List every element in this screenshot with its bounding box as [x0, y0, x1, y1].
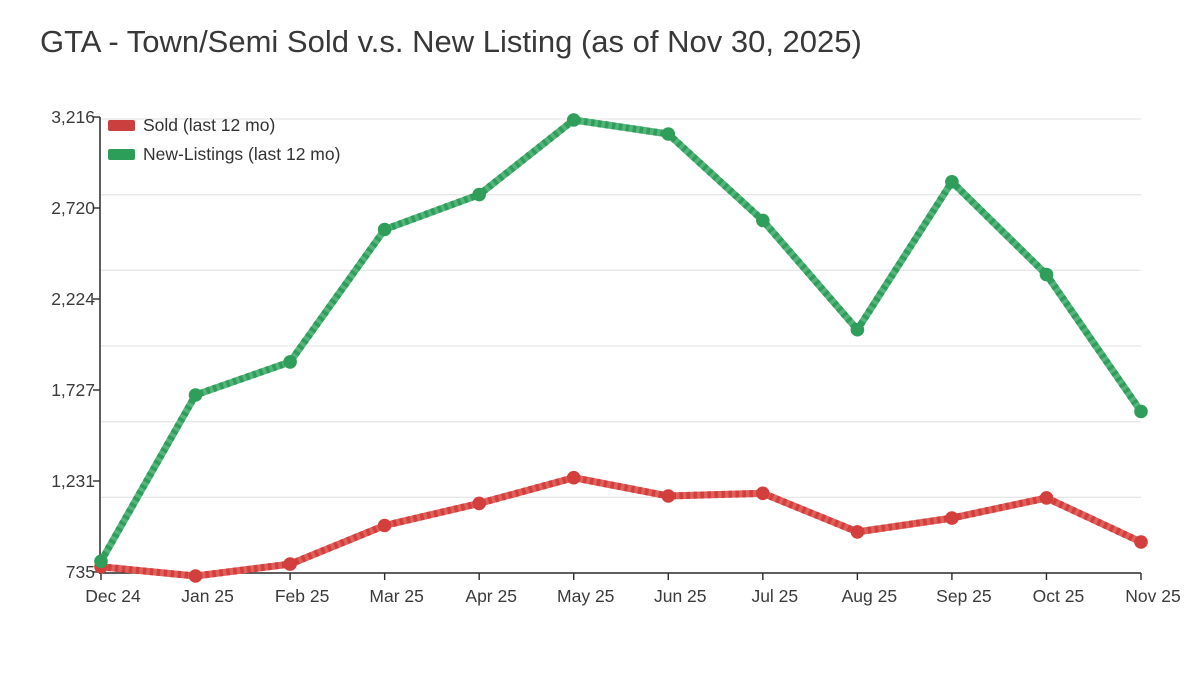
x-tick-label: Feb 25 — [275, 586, 329, 606]
y-tick-label: 1,231 — [51, 471, 95, 491]
y-tick-label: 2,224 — [51, 289, 95, 309]
x-tick-label: Jun 25 — [654, 586, 707, 606]
sold-legend-swatch — [108, 120, 135, 131]
chart-title: GTA - Town/Semi Sold v.s. New Listing (a… — [40, 24, 862, 59]
x-tick-label: Jul 25 — [751, 586, 798, 606]
new-listings-last-12-mo-point-May-25[interactable] — [566, 113, 581, 127]
sold-last-12-mo-point-Sep-25[interactable] — [945, 511, 959, 525]
sold-last-12-mo-point-Jul-25[interactable] — [756, 486, 770, 501]
new-listings-last-12-mo-point-Aug-25[interactable] — [850, 322, 865, 337]
sold-last-12-mo-point-Feb-25[interactable] — [283, 557, 297, 571]
sold-last-12-mo-point-May-25[interactable] — [566, 470, 581, 485]
sold-last-12-mo-point-Apr-25[interactable] — [472, 496, 487, 511]
sold-legend-label: Sold (last 12 mo) — [143, 114, 276, 135]
sold-last-12-mo-point-Jun-25[interactable] — [661, 489, 676, 503]
x-tick-label: Jan 25 — [181, 586, 234, 606]
new-listings-last-12-mo-point-Sep-25[interactable] — [945, 175, 959, 189]
new-listings-legend-swatch — [108, 149, 135, 160]
new-listings-last-12-mo-point-Jul-25[interactable] — [756, 213, 770, 228]
new-listings-last-12-mo-point-Dec-24[interactable] — [94, 554, 108, 569]
legend-item-new-listings[interactable]: New-Listings (last 12 mo) — [108, 140, 340, 169]
y-tick-label: 735 — [66, 562, 95, 582]
legend-item-sold[interactable]: Sold (last 12 mo) — [108, 111, 340, 140]
new-listings-legend-label: New-Listings (last 12 mo) — [143, 143, 341, 164]
x-tick-label: Aug 25 — [842, 586, 897, 606]
new-listings-last-12-mo-line-stripes — [97, 116, 1144, 564]
sold-last-12-mo-point-Nov-25[interactable] — [1134, 535, 1148, 549]
x-tick-label: Nov 25 — [1125, 586, 1180, 606]
sold-last-12-mo-line-stripes — [100, 474, 1143, 580]
new-listings-last-12-mo-point-Jun-25[interactable] — [661, 127, 676, 141]
new-listings-last-12-mo-line[interactable] — [97, 116, 1145, 565]
new-listings-last-12-mo-point-Oct-25[interactable] — [1039, 267, 1054, 282]
y-tick-label: 2,720 — [51, 198, 95, 218]
sold-last-12-mo-point-Jan-25[interactable] — [188, 569, 203, 583]
x-tick-label: May 25 — [557, 586, 614, 606]
x-tick-label: Oct 25 — [1033, 586, 1085, 606]
new-listings-last-12-mo-point-Nov-25[interactable] — [1134, 404, 1148, 419]
y-tick-label: 1,727 — [51, 380, 95, 400]
x-tick-label: Dec 24 — [85, 586, 141, 606]
new-listings-last-12-mo-point-Apr-25[interactable] — [472, 187, 487, 202]
x-tick-label: Mar 25 — [369, 586, 423, 606]
sold-last-12-mo-point-Mar-25[interactable] — [377, 518, 392, 533]
sold-last-12-mo-point-Oct-25[interactable] — [1039, 491, 1054, 505]
new-listings-last-12-mo-point-Feb-25[interactable] — [283, 355, 297, 369]
x-tick-label: Apr 25 — [465, 586, 517, 606]
new-listings-last-12-mo-point-Jan-25[interactable] — [188, 388, 203, 402]
sold-last-12-mo-line[interactable] — [97, 474, 1145, 580]
new-listings-last-12-mo-point-Mar-25[interactable] — [377, 222, 392, 237]
x-tick-label: Sep 25 — [936, 586, 991, 606]
sold-last-12-mo-point-Aug-25[interactable] — [850, 525, 865, 539]
y-tick-label: 3,216 — [51, 107, 95, 127]
legend: Sold (last 12 mo) New-Listings (last 12 … — [108, 111, 340, 169]
